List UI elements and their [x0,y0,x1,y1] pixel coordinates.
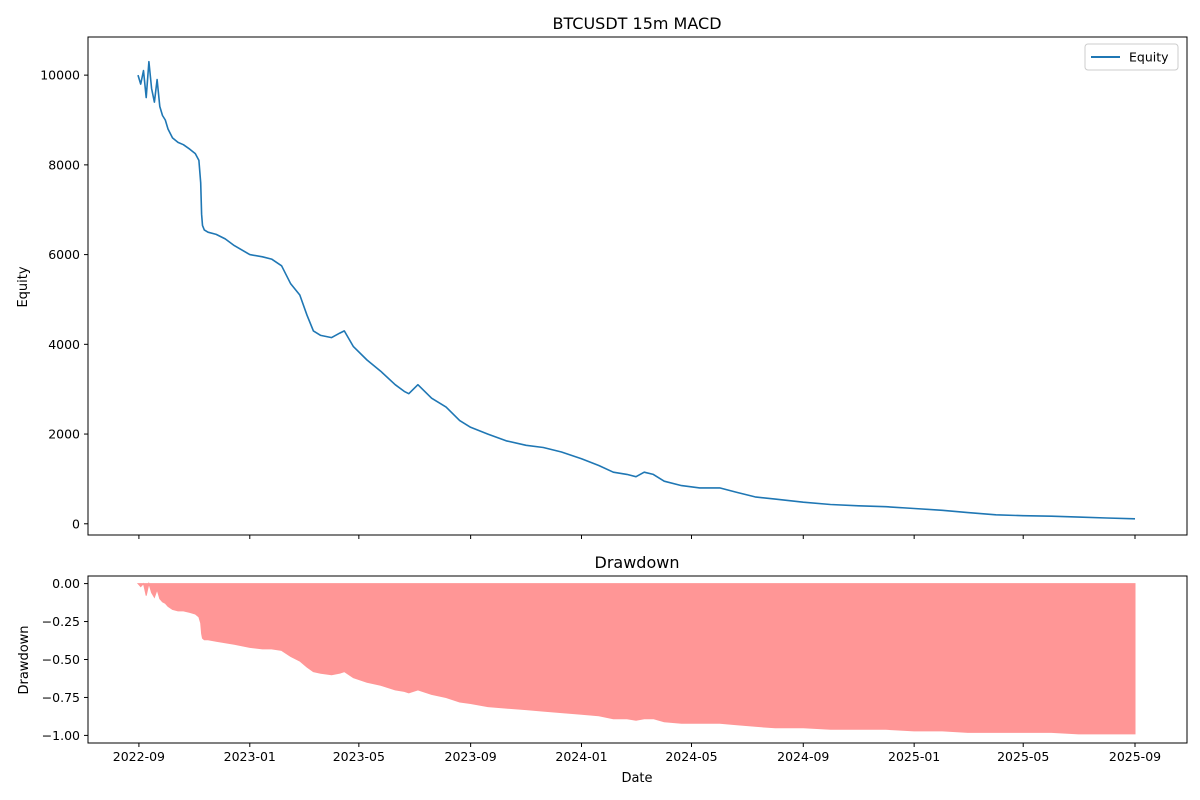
x-tick-label: 2023-01 [224,749,276,764]
x-tick-label: 2024-01 [555,749,607,764]
equity-plot-frame [87,36,1188,536]
equity-y-tick-label: 4000 [48,337,80,352]
x-tick-label: 2023-05 [333,749,385,764]
equity-y-tick-label: 0 [72,516,80,531]
drawdown-plot-frame [87,575,1188,744]
drawdown-y-tick-label: −1.00 [42,728,80,743]
equity-y-tick-label: 8000 [48,157,80,172]
drawdown-y-tick-label: −0.75 [42,690,80,705]
x-tick-label: 2022-09 [113,749,165,764]
equity-chart-title: BTCUSDT 15m MACD [552,14,721,33]
equity-y-axis-label: Equity [16,266,31,307]
legend: Equity [1084,43,1179,71]
drawdown-y-tick-label: 0.00 [52,576,80,591]
x-tick-label: 2024-05 [665,749,717,764]
x-axis-label: Date [621,771,652,786]
drawdown-y-tick-label: −0.25 [42,614,80,629]
drawdown-chart-title: Drawdown [595,553,680,572]
x-tick-label: 2025-01 [888,749,940,764]
equity-y-tick-label: 10000 [40,68,80,83]
drawdown-y-ticks: −1.00 −0.75 −0.50 −0.25 0.00 [42,576,88,743]
equity-y-tick-label: 2000 [48,427,80,442]
legend-box [1084,43,1179,71]
equity-panel: BTCUSDT 15m MACD Equity 0 2000 4000 6000 800… [16,14,1188,539]
equity-x-ticks [138,535,1136,539]
x-tick-label: 2024-09 [777,749,829,764]
drawdown-y-tick-label: −0.50 [42,652,80,667]
x-tick-label: 2025-05 [997,749,1049,764]
equity-series-line [137,60,1136,520]
drawdown-x-ticks: 2022-09 2023-01 2023-05 2023-09 2024-01 2024-… [113,743,1161,764]
drawdown-area [136,581,1136,735]
drawdown-panel: Drawdown Drawdown −1.00 −0.75 −0.50 −0.25 0.… [17,553,1188,786]
x-tick-label: 2023-09 [445,749,497,764]
legend-equity-label: Equity [1129,50,1169,65]
x-tick-label: 2025-09 [1109,749,1161,764]
equity-y-tick-label: 6000 [48,247,80,262]
drawdown-y-axis-label: Drawdown [17,625,32,694]
equity-y-ticks: 0 2000 4000 6000 8000 10000 [40,68,88,531]
